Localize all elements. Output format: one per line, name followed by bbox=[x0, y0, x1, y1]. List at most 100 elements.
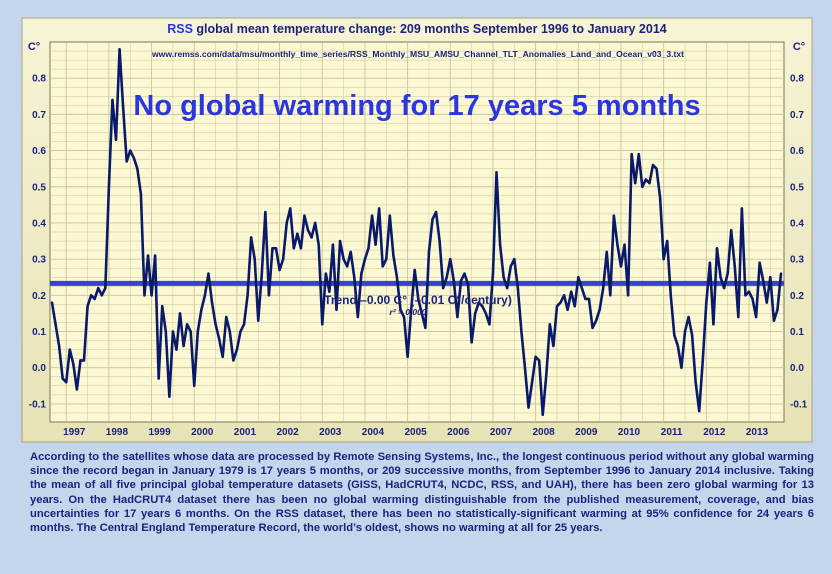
data-point bbox=[513, 257, 516, 261]
data-point bbox=[537, 359, 541, 362]
data-point bbox=[61, 377, 64, 380]
x-tick-label: 2012 bbox=[703, 427, 726, 438]
data-point bbox=[257, 319, 260, 322]
data-point bbox=[189, 330, 192, 333]
data-point bbox=[470, 341, 473, 344]
data-point bbox=[82, 359, 86, 362]
data-point bbox=[541, 413, 544, 416]
data-point bbox=[239, 330, 242, 333]
data-point bbox=[477, 301, 480, 304]
data-point bbox=[97, 286, 100, 290]
data-point bbox=[249, 236, 253, 239]
data-point bbox=[164, 330, 167, 333]
data-point bbox=[733, 265, 736, 268]
data-point bbox=[566, 308, 569, 312]
x-tick-label: 1998 bbox=[106, 427, 129, 438]
data-point bbox=[616, 243, 619, 246]
data-point bbox=[367, 247, 370, 250]
headline: No global warming for 17 years 5 months bbox=[133, 90, 700, 122]
data-point bbox=[712, 323, 715, 326]
data-point bbox=[274, 247, 278, 250]
data-point bbox=[776, 308, 779, 312]
data-point bbox=[299, 247, 303, 250]
data-point bbox=[698, 409, 701, 413]
data-point bbox=[356, 315, 360, 319]
data-points bbox=[50, 48, 783, 416]
y-tick-label-left: 0.2 bbox=[32, 291, 46, 302]
data-point bbox=[278, 268, 281, 272]
data-point bbox=[573, 304, 576, 308]
data-point bbox=[466, 283, 470, 286]
data-point bbox=[75, 388, 79, 391]
data-point bbox=[605, 250, 608, 254]
data-point bbox=[402, 315, 406, 319]
data-point bbox=[641, 185, 644, 188]
data-point bbox=[580, 286, 584, 290]
data-point bbox=[338, 239, 342, 243]
data-point bbox=[132, 156, 135, 160]
data-point bbox=[577, 276, 580, 279]
data-point bbox=[726, 272, 729, 275]
data-point bbox=[644, 178, 648, 181]
y-tick-label-left: 0.4 bbox=[32, 218, 46, 229]
data-point bbox=[54, 323, 57, 326]
data-point bbox=[281, 257, 285, 261]
data-point bbox=[438, 239, 441, 243]
data-point bbox=[534, 355, 537, 359]
data-point bbox=[392, 254, 395, 257]
data-point bbox=[626, 294, 630, 297]
data-point bbox=[413, 268, 416, 272]
data-point bbox=[175, 348, 178, 351]
y-tick-label-right: 0.5 bbox=[790, 182, 804, 193]
data-point bbox=[89, 294, 93, 297]
data-point bbox=[594, 319, 598, 322]
y-tick-label-right: 0.7 bbox=[790, 110, 804, 121]
x-tick-label: 2003 bbox=[319, 427, 342, 438]
y-tick-label-right: -0.1 bbox=[790, 399, 808, 410]
y-ticks-left: 0.8 0.7 0.6 0.5 0.4 0.3 0.2 0.1 0.0 -0.1 bbox=[29, 74, 47, 411]
data-point bbox=[178, 312, 182, 315]
data-point bbox=[139, 192, 143, 196]
data-point bbox=[463, 272, 466, 275]
data-point bbox=[516, 286, 520, 290]
y-tick-label-right: 0.3 bbox=[790, 255, 804, 266]
data-point bbox=[630, 152, 633, 156]
y-tick-label-right: 0.4 bbox=[790, 218, 804, 229]
data-point bbox=[271, 247, 274, 250]
data-point bbox=[505, 286, 509, 290]
caption-text: According to the satellites whose data a… bbox=[30, 451, 814, 535]
data-point bbox=[765, 301, 768, 304]
data-point bbox=[598, 308, 601, 312]
data-point bbox=[523, 366, 527, 369]
data-point bbox=[722, 286, 726, 290]
x-tick-label: 2007 bbox=[490, 427, 513, 438]
data-point bbox=[292, 247, 296, 250]
data-point bbox=[65, 380, 68, 384]
y-axis-unit-left: C° bbox=[28, 41, 40, 53]
data-point bbox=[196, 330, 199, 333]
data-point bbox=[345, 265, 349, 268]
data-point bbox=[232, 359, 235, 362]
data-point bbox=[673, 333, 676, 337]
data-point bbox=[228, 330, 231, 333]
x-tick-label: 2013 bbox=[746, 427, 769, 438]
data-point bbox=[217, 337, 221, 340]
data-point bbox=[182, 344, 185, 348]
grid-lines bbox=[50, 42, 784, 422]
x-tick-label: 1997 bbox=[63, 427, 86, 438]
data-point bbox=[609, 294, 612, 297]
data-point bbox=[153, 254, 157, 257]
data-point bbox=[203, 294, 207, 297]
y-tick-label-left: 0.8 bbox=[32, 74, 46, 85]
y-tick-label-left: 0.1 bbox=[32, 327, 46, 338]
data-point bbox=[303, 214, 306, 217]
data-point bbox=[427, 250, 431, 254]
data-point bbox=[449, 257, 452, 261]
x-tick-label: 2010 bbox=[618, 427, 641, 438]
chart-title-text: global mean temperature change: 209 mont… bbox=[193, 22, 667, 36]
data-point bbox=[662, 257, 665, 261]
y-tick-label-right: 0.1 bbox=[790, 327, 804, 338]
y-tick-label-left: 0.3 bbox=[32, 255, 46, 266]
data-point bbox=[285, 221, 288, 225]
data-point bbox=[395, 276, 399, 279]
